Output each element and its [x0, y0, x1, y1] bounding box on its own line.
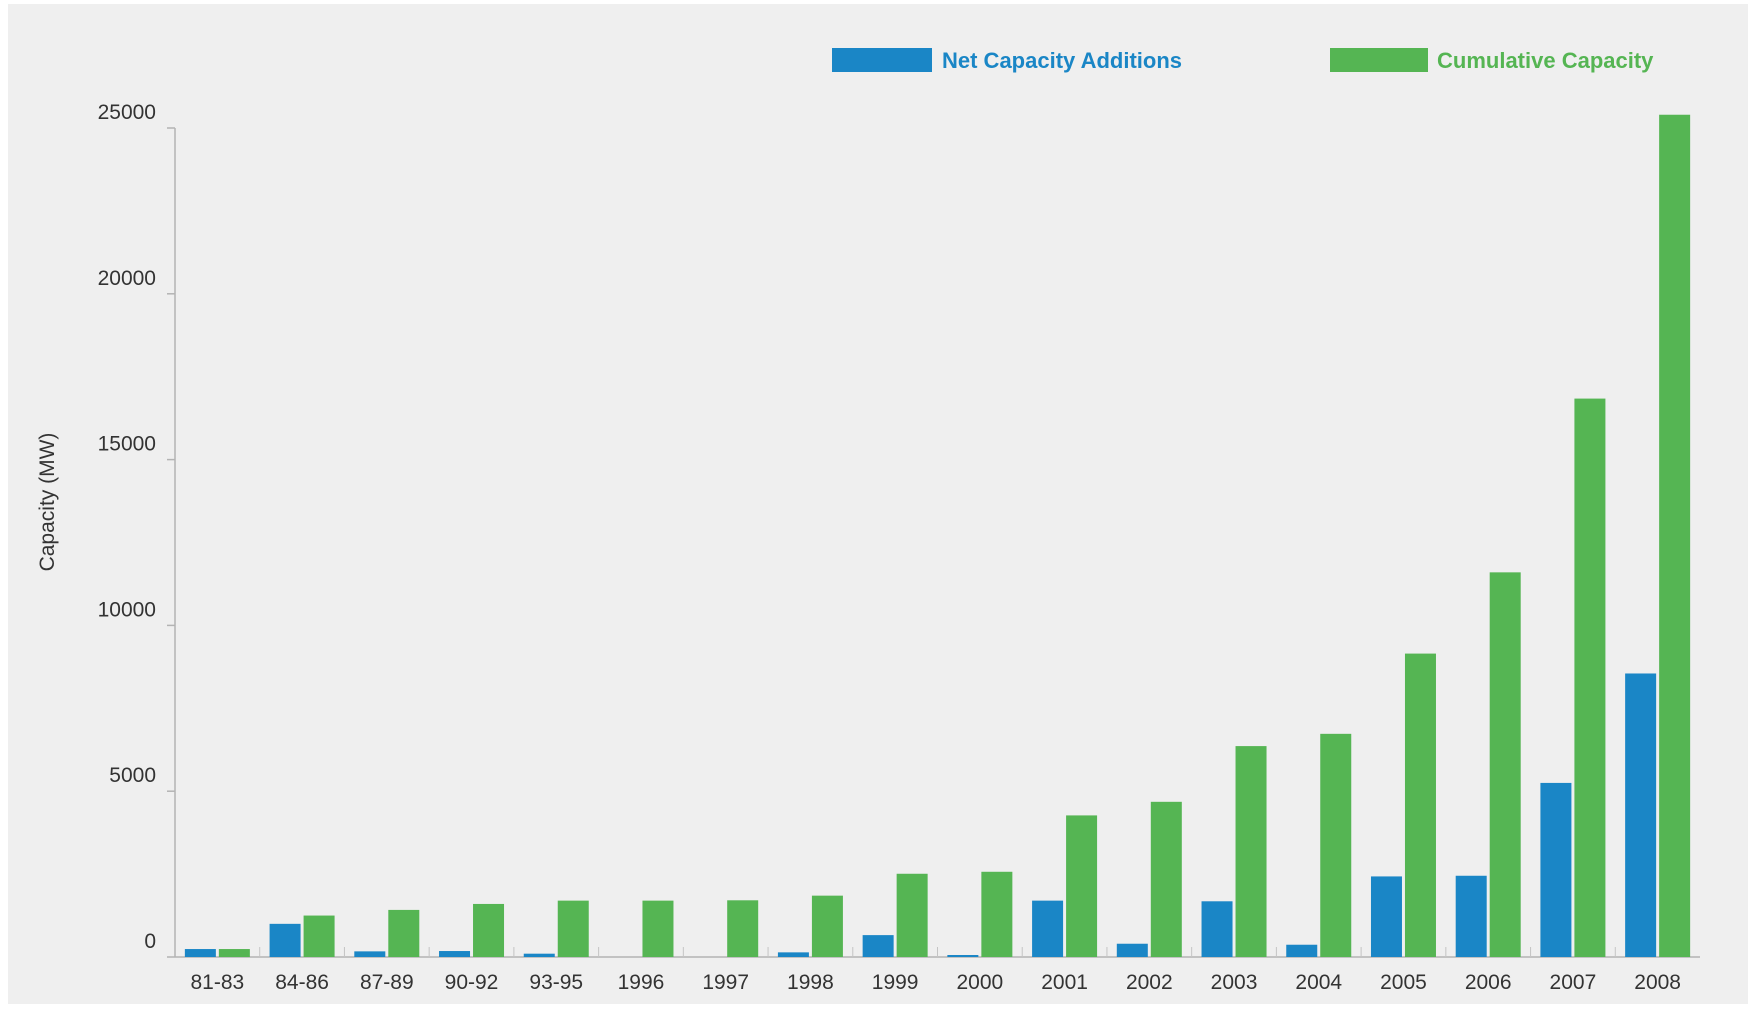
y-tick-label: 15000: [98, 433, 156, 456]
bar-net-capacity-additions-2000: [947, 955, 979, 957]
x-tick-label: 84-86: [275, 971, 329, 994]
y-tick-label: 10000: [98, 598, 156, 621]
bar-cumulative-capacity-90-92: [473, 903, 505, 957]
x-tick-label: 87-89: [360, 971, 414, 994]
bar-net-capacity-additions-2003: [1201, 901, 1233, 957]
y-tick-label: 25000: [98, 101, 156, 124]
bar-cumulative-capacity-1996: [642, 900, 674, 957]
x-tick-label: 1998: [787, 971, 834, 994]
legend-swatch-net-capacity-additions: [832, 48, 932, 72]
chart-background: [8, 4, 1748, 1004]
x-tick-label: 1997: [702, 971, 749, 994]
bar-cumulative-capacity-81-83: [218, 949, 250, 957]
x-tick-label: 93-95: [529, 971, 583, 994]
x-tick-label: 1996: [618, 971, 665, 994]
bar-cumulative-capacity-2005: [1404, 653, 1436, 957]
x-tick-label: 2008: [1634, 971, 1681, 994]
bar-cumulative-capacity-2000: [981, 871, 1013, 957]
y-tick-label: 5000: [109, 764, 156, 787]
bar-cumulative-capacity-2003: [1235, 746, 1267, 957]
bar-net-capacity-additions-2008: [1625, 673, 1657, 957]
x-tick-label: 2004: [1295, 971, 1342, 994]
bar-net-capacity-additions-81-83: [184, 949, 216, 957]
y-tick-label: 0: [144, 930, 156, 953]
y-tick-label: 20000: [98, 267, 156, 290]
bar-cumulative-capacity-2007: [1574, 398, 1606, 958]
x-tick-label: 2007: [1550, 971, 1597, 994]
bar-net-capacity-additions-87-89: [354, 951, 386, 957]
bar-net-capacity-additions-2006: [1455, 875, 1487, 957]
x-tick-label: 90-92: [445, 971, 499, 994]
bar-net-capacity-additions-2007: [1540, 782, 1572, 957]
x-tick-label: 81-83: [191, 971, 245, 994]
bar-cumulative-capacity-2006: [1489, 572, 1521, 957]
bar-cumulative-capacity-87-89: [388, 909, 420, 957]
y-tick-labels: 0 5000 10000 15000 20000 25000: [98, 101, 175, 958]
bar-net-capacity-additions-2005: [1370, 876, 1402, 957]
bar-cumulative-capacity-1999: [896, 873, 928, 957]
legend-label-net-capacity-additions: Net Capacity Additions: [942, 48, 1182, 73]
x-tick-label: 2006: [1465, 971, 1512, 994]
axes: [174, 128, 1700, 958]
bars: [184, 114, 1691, 958]
bar-cumulative-capacity-93-95: [557, 900, 589, 957]
bar-cumulative-capacity-1998: [811, 895, 843, 957]
legend: Net Capacity Additions Cumulative Capaci…: [832, 48, 1654, 73]
bar-net-capacity-additions-93-95: [523, 953, 555, 957]
x-tick-label: 2002: [1126, 971, 1173, 994]
legend-label-cumulative-capacity: Cumulative Capacity: [1437, 48, 1654, 73]
bar-net-capacity-additions-1999: [862, 935, 894, 957]
x-tick-label: 2000: [957, 971, 1004, 994]
bar-net-capacity-additions-84-86: [269, 923, 301, 957]
x-tick-label: 2003: [1211, 971, 1258, 994]
bar-net-capacity-additions-2002: [1116, 943, 1148, 957]
x-tick-label: 1999: [872, 971, 919, 994]
bar-cumulative-capacity-2001: [1066, 815, 1098, 957]
bar-cumulative-capacity-2004: [1320, 733, 1352, 957]
bar-net-capacity-additions-1998: [777, 952, 809, 957]
x-tick-label: 2001: [1041, 971, 1088, 994]
bar-cumulative-capacity-2002: [1150, 801, 1182, 957]
bar-net-capacity-additions-2001: [1032, 900, 1064, 957]
bar-cumulative-capacity-1997: [727, 900, 759, 957]
legend-swatch-cumulative-capacity: [1330, 48, 1428, 72]
bar-net-capacity-additions-90-92: [439, 951, 471, 957]
bar-cumulative-capacity-2008: [1659, 114, 1691, 957]
x-tick-labels: 81-83 84-86 87-89 90-92 93-95 1996 1997 1998 199…: [191, 971, 1681, 994]
bar-net-capacity-additions-2004: [1286, 944, 1318, 957]
x-tick-label: 2005: [1380, 971, 1427, 994]
y-axis-label: Capacity (MW): [36, 433, 59, 572]
bar-cumulative-capacity-84-86: [303, 915, 335, 957]
